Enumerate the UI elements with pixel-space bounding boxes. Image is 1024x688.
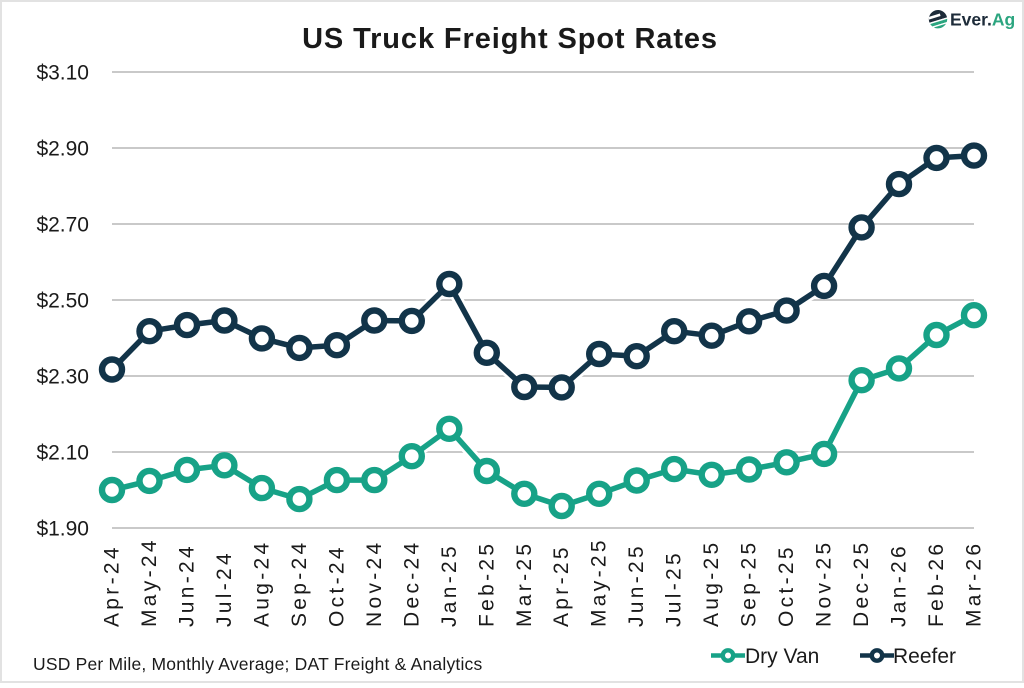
svg-text:Apr-25: Apr-25 — [550, 544, 573, 627]
svg-text:Oct-24: Oct-24 — [325, 544, 348, 627]
svg-text:May-25: May-25 — [588, 537, 611, 627]
svg-text:Apr-24: Apr-24 — [101, 544, 124, 627]
svg-text:$2.90: $2.90 — [36, 138, 89, 161]
svg-text:Sep-24: Sep-24 — [288, 539, 311, 627]
svg-text:Jan-25: Jan-25 — [438, 543, 461, 627]
svg-text:Mar-25: Mar-25 — [513, 541, 536, 627]
svg-text:Feb-25: Feb-25 — [475, 541, 498, 627]
svg-text:Jun-25: Jun-25 — [625, 543, 648, 627]
svg-text:Jul-24: Jul-24 — [213, 550, 236, 627]
svg-text:$2.50: $2.50 — [36, 290, 89, 313]
svg-text:$2.30: $2.30 — [36, 366, 89, 389]
svg-text:Nov-25: Nov-25 — [813, 540, 836, 628]
svg-text:Mar-26: Mar-26 — [963, 541, 986, 627]
svg-text:Oct-25: Oct-25 — [775, 544, 798, 627]
svg-text:Jan-26: Jan-26 — [888, 543, 911, 627]
svg-text:USD Per Mile, Monthly Average;: USD Per Mile, Monthly Average; DAT Freig… — [33, 654, 482, 674]
svg-text:Reefer: Reefer — [893, 645, 956, 668]
svg-text:Jul-25: Jul-25 — [663, 550, 686, 627]
svg-text:Dry Van: Dry Van — [745, 645, 819, 668]
svg-text:Ever.Ag: Ever.Ag — [950, 9, 1015, 29]
svg-text:Aug-24: Aug-24 — [250, 539, 273, 627]
svg-text:Sep-25: Sep-25 — [738, 539, 761, 627]
svg-text:Aug-25: Aug-25 — [700, 539, 723, 627]
svg-text:Dec-24: Dec-24 — [400, 540, 423, 628]
svg-text:Jun-24: Jun-24 — [176, 543, 199, 627]
svg-text:$1.90: $1.90 — [36, 518, 89, 541]
svg-text:Feb-26: Feb-26 — [925, 541, 948, 627]
svg-text:$2.70: $2.70 — [36, 214, 89, 237]
svg-text:May-24: May-24 — [138, 537, 161, 627]
svg-text:US Truck Freight Spot Rates: US Truck Freight Spot Rates — [302, 23, 718, 55]
svg-text:$2.10: $2.10 — [36, 442, 89, 465]
svg-text:Dec-25: Dec-25 — [850, 540, 873, 628]
svg-text:Nov-24: Nov-24 — [363, 540, 386, 628]
svg-text:$3.10: $3.10 — [36, 62, 89, 85]
